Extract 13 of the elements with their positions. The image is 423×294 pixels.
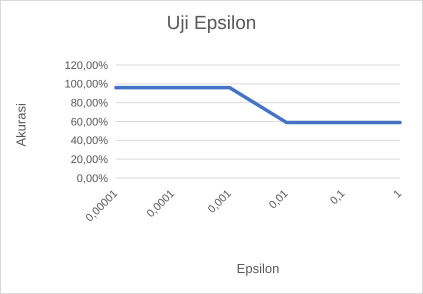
y-tick-label: 40,00%: [70, 135, 108, 148]
y-tick-label: 80,00%: [70, 98, 108, 110]
x-axis-title: Epsilon: [236, 261, 280, 276]
y-tick-label: 120,00%: [64, 60, 108, 72]
x-tick-label: 0,01: [267, 188, 291, 212]
y-tick-label: 100,00%: [64, 78, 108, 91]
y-tick-label: 60,00%: [70, 116, 108, 128]
y-axis-title: Akurasi: [14, 103, 29, 146]
x-tick-label: 0,1: [328, 188, 348, 208]
y-tick-label: 0,00%: [76, 172, 108, 185]
x-tick-label: 1: [391, 188, 404, 201]
chart-title: Uji Epsilon: [166, 13, 258, 35]
y-tick-label: 20,00%: [70, 154, 108, 166]
